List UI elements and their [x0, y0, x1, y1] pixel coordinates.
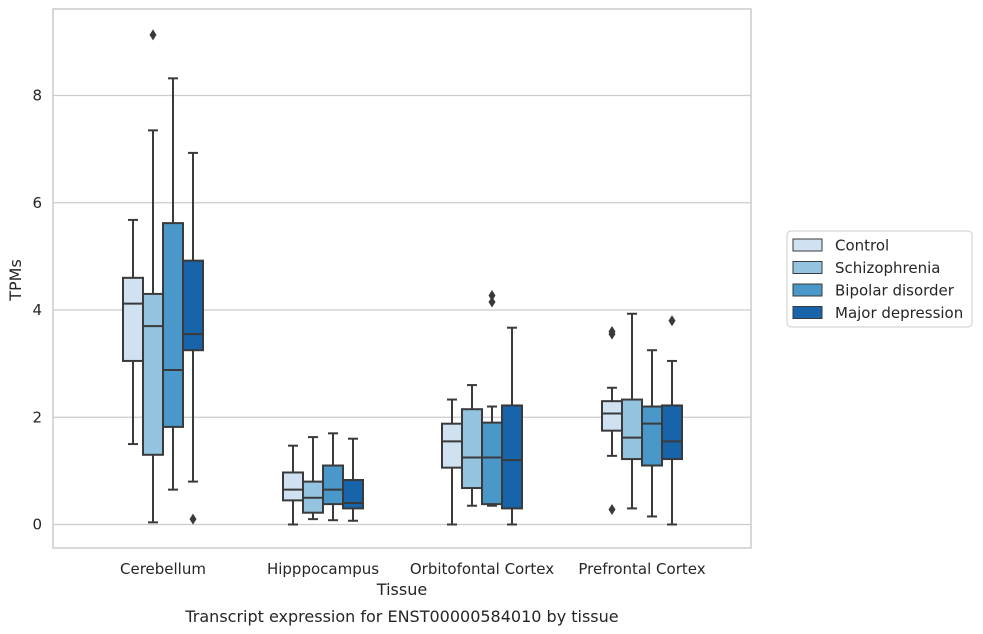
- y-axis-label: TPMs: [6, 259, 25, 302]
- box-3-2: [641, 349, 663, 518]
- box-2-0: [441, 398, 463, 526]
- outlier-point: [149, 29, 157, 41]
- box-1-2: [322, 432, 344, 522]
- box-iqr: [342, 478, 364, 510]
- box-iqr: [661, 404, 683, 461]
- box-iqr: [621, 398, 643, 461]
- box-1-0: [282, 444, 304, 526]
- box-iqr: [322, 464, 344, 506]
- x-tick-label: Orbitofontal Cortex: [410, 560, 554, 578]
- box-iqr: [641, 405, 663, 467]
- box-groups: [122, 29, 683, 526]
- box-0-2: [162, 77, 184, 491]
- outlier-point: [189, 513, 197, 525]
- legend-label: Bipolar disorder: [835, 282, 955, 300]
- box-3-1: [621, 312, 643, 510]
- x-tick-labels: Cerebellum Hipppocampus Orbitofontal Corte…: [120, 560, 706, 578]
- y-tick-label: 0: [32, 516, 42, 534]
- box-iqr: [461, 408, 483, 490]
- y-tick-label: 6: [32, 194, 42, 212]
- legend-swatch: [792, 261, 823, 274]
- box-iqr: [441, 422, 463, 469]
- y-tick-labels: 0 2 4 6 8: [32, 87, 42, 534]
- box-0-0: [122, 218, 144, 446]
- box-1-3: [342, 437, 364, 522]
- legend-swatch: [792, 306, 823, 319]
- legend-swatch: [792, 283, 823, 297]
- x-tick-label: Hipppocampus: [267, 560, 379, 578]
- outlier-point: [608, 328, 616, 340]
- outlier-point: [488, 290, 496, 302]
- box-iqr: [282, 471, 304, 502]
- legend-label: Schizophrenia: [835, 259, 940, 277]
- legend-items: Control Schizophrenia Bipolar disorder Majo…: [792, 237, 963, 322]
- box-iqr: [182, 259, 204, 352]
- box-2-1: [461, 384, 483, 507]
- outlier-point: [668, 315, 676, 327]
- box-iqr: [601, 400, 623, 432]
- legend-label: Major depression: [835, 304, 963, 322]
- box-2-2: [481, 290, 503, 507]
- chart-caption: Transcript expression for ENST0000058401…: [184, 607, 618, 626]
- box-iqr: [142, 292, 164, 456]
- y-tick-label: 2: [32, 408, 42, 426]
- box-iqr: [162, 222, 184, 428]
- x-tick-label: Prefrontal Cortex: [578, 560, 705, 578]
- box-1-1: [302, 436, 324, 521]
- legend-frame: [786, 230, 973, 328]
- plot-frame: [52, 8, 752, 549]
- box-0-1: [142, 29, 164, 524]
- x-axis-label: Tissue: [376, 580, 427, 599]
- box-iqr: [481, 421, 503, 506]
- outlier-point: [608, 503, 616, 515]
- x-tick-label: Cerebellum: [120, 560, 206, 578]
- legend-label: Control: [835, 237, 889, 255]
- y-tick-label: 4: [32, 301, 42, 319]
- box-iqr: [122, 276, 144, 362]
- outlier-point: [488, 296, 496, 308]
- box-iqr: [501, 404, 523, 510]
- box-3-0: [601, 325, 623, 515]
- box-3-3: [661, 315, 683, 526]
- box-0-3: [182, 151, 204, 525]
- y-tick-label: 8: [32, 87, 42, 105]
- legend-swatch: [792, 238, 823, 252]
- box-2-3: [501, 326, 523, 526]
- legend: Control Schizophrenia Bipolar disorder Majo…: [786, 230, 973, 328]
